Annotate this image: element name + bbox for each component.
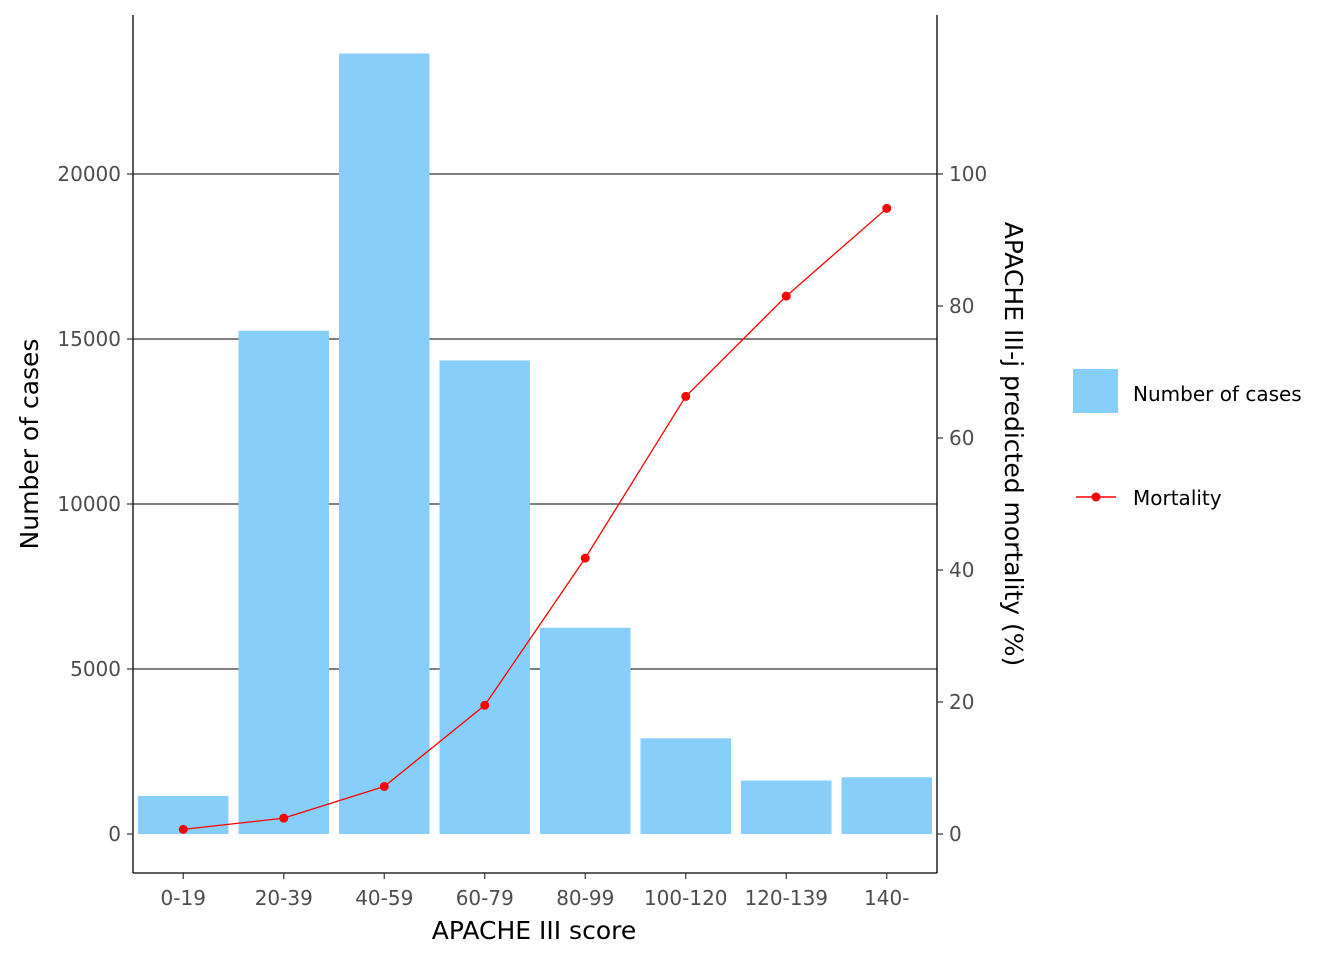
y2-axis-title: APACHE III-j predicted mortality (%) <box>999 222 1028 667</box>
mortality-point-20-39 <box>279 813 289 823</box>
bar-120-139 <box>741 780 832 834</box>
x-axis-title: APACHE III score <box>432 916 636 945</box>
y-tick-label: 0 <box>108 822 121 846</box>
legend-label-bars: Number of cases <box>1133 382 1302 406</box>
mortality-line <box>183 207 888 831</box>
mortality-point-120-139 <box>781 291 791 301</box>
y2-tick-label: 80 <box>949 294 974 318</box>
y2-tick-label: 60 <box>949 426 974 450</box>
y-axis-title: Number of cases <box>15 339 44 550</box>
mortality-point-40-59 <box>379 781 389 791</box>
mortality-series <box>178 203 892 834</box>
y2-tick-label: 20 <box>949 690 974 714</box>
bar-80-99 <box>540 627 631 834</box>
bar-20-39 <box>238 330 329 834</box>
x-tick-label: 20-39 <box>255 886 313 910</box>
bar-40-59 <box>339 53 430 835</box>
y-tick-label: 15000 <box>57 327 121 351</box>
x-tick-label: 0-19 <box>161 886 206 910</box>
x-tick-label: 140- <box>864 886 909 910</box>
y-tick-label: 20000 <box>57 162 121 186</box>
bar-100-120 <box>640 738 731 834</box>
mortality-point-80-99 <box>580 553 590 563</box>
x-tick-label: 60-79 <box>456 886 514 910</box>
legend-key-point <box>1091 492 1101 502</box>
mortality-point-60-79 <box>480 700 490 710</box>
x-tick-label: 80-99 <box>556 886 614 910</box>
y2-tick-label: 40 <box>949 558 974 582</box>
legend-label-line: Mortality <box>1133 486 1222 510</box>
mortality-point-0-19 <box>178 824 188 834</box>
y2-tick-label: 0 <box>949 822 962 846</box>
legend-key-bars <box>1073 369 1118 413</box>
x-tick-label: 120-139 <box>744 886 828 910</box>
y2-tick-label: 100 <box>949 162 987 186</box>
axes <box>132 15 938 874</box>
mortality-point-140- <box>882 203 892 213</box>
x-tick-label: 100-120 <box>644 886 728 910</box>
legend: Number of cases Mortality <box>1073 369 1302 510</box>
x-tick-label: 40-59 <box>355 886 413 910</box>
y-tick-label: 5000 <box>70 657 121 681</box>
ticks: 0 5000 10000 15000 20000 0 20 40 60 80 100 0-19 20-3… <box>57 162 987 910</box>
bar-60-79 <box>439 360 530 834</box>
y-tick-label: 10000 <box>57 492 121 516</box>
bars <box>138 53 932 835</box>
bar-140- <box>841 777 932 834</box>
mortality-point-100-120 <box>681 391 691 401</box>
